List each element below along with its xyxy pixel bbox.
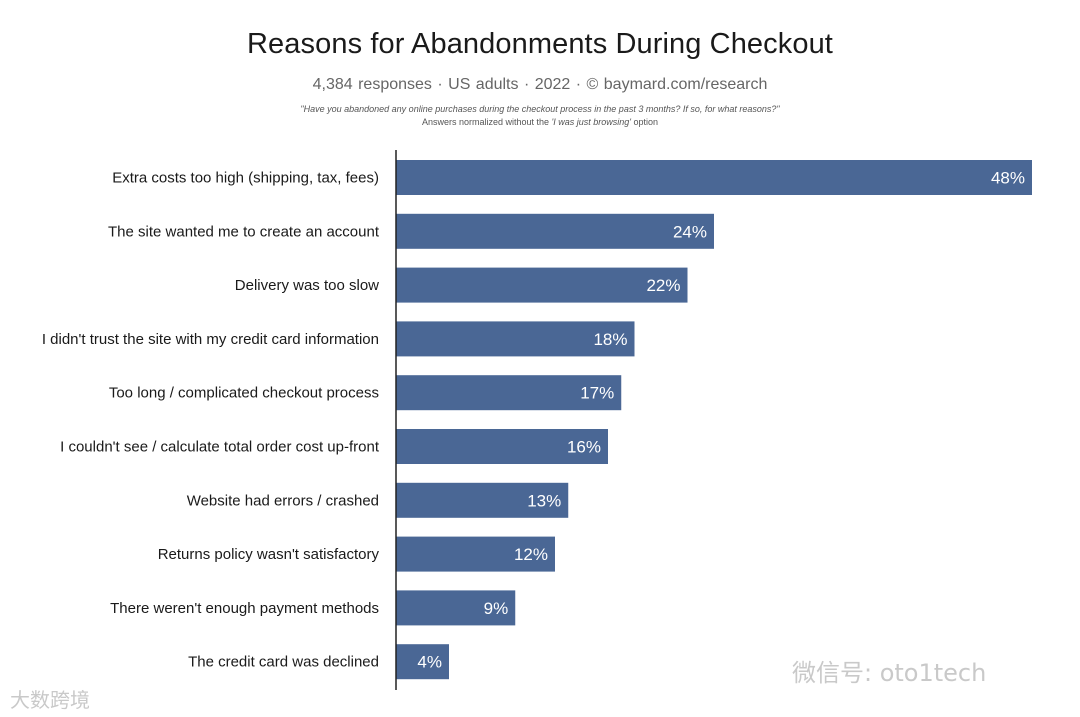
value-label: 22%: [646, 276, 680, 295]
bar: [396, 429, 608, 464]
category-label: Returns policy wasn't satisfactory: [158, 546, 380, 563]
category-label: I didn't trust the site with my credit c…: [42, 331, 379, 348]
value-label: 24%: [673, 222, 707, 241]
category-label: The site wanted me to create an account: [108, 223, 380, 240]
category-label: Website had errors / crashed: [187, 492, 379, 509]
note-option: 'I was just browsing': [551, 117, 631, 127]
chart-title: Reasons for Abandonments During Checkout: [247, 28, 833, 60]
category-label: Delivery was too slow: [235, 277, 379, 294]
value-label: 48%: [991, 169, 1025, 188]
note-suffix: option: [631, 117, 659, 127]
bar: [396, 267, 688, 303]
value-label: 9%: [484, 599, 509, 618]
survey-question: "Have you abandoned any online purchases…: [300, 104, 780, 114]
note-prefix: Answers normalized without the: [421, 117, 552, 127]
category-label: Too long / complicated checkout process: [109, 385, 379, 402]
bar: [396, 213, 714, 249]
value-label: 12%: [514, 545, 548, 564]
category-label: The credit card was declined: [188, 654, 379, 671]
value-label: 4%: [417, 653, 442, 672]
bar: [396, 590, 516, 626]
normalization-note: Answers normalized without the 'I was ju…: [0, 117, 1080, 127]
value-label: 16%: [567, 438, 601, 457]
wechat-watermark: 微信号: oto1tech: [792, 659, 987, 687]
bar: [396, 321, 635, 357]
bar: [396, 375, 622, 411]
category-label: There weren't enough payment methods: [110, 600, 379, 617]
category-label: I couldn't see / calculate total order c…: [60, 439, 380, 456]
brand-watermark: 大数跨境: [10, 688, 90, 712]
bar: [396, 482, 569, 518]
value-label: 17%: [580, 384, 614, 403]
value-label: 18%: [593, 330, 627, 349]
value-label: 13%: [527, 491, 561, 510]
bar: [396, 160, 1032, 195]
category-label: Extra costs too high (shipping, tax, fee…: [112, 170, 379, 187]
bar: [396, 644, 449, 680]
chart-subtitle: 4,384 responses · US adults · 2022 · © b…: [312, 76, 768, 93]
bar: [396, 536, 555, 572]
